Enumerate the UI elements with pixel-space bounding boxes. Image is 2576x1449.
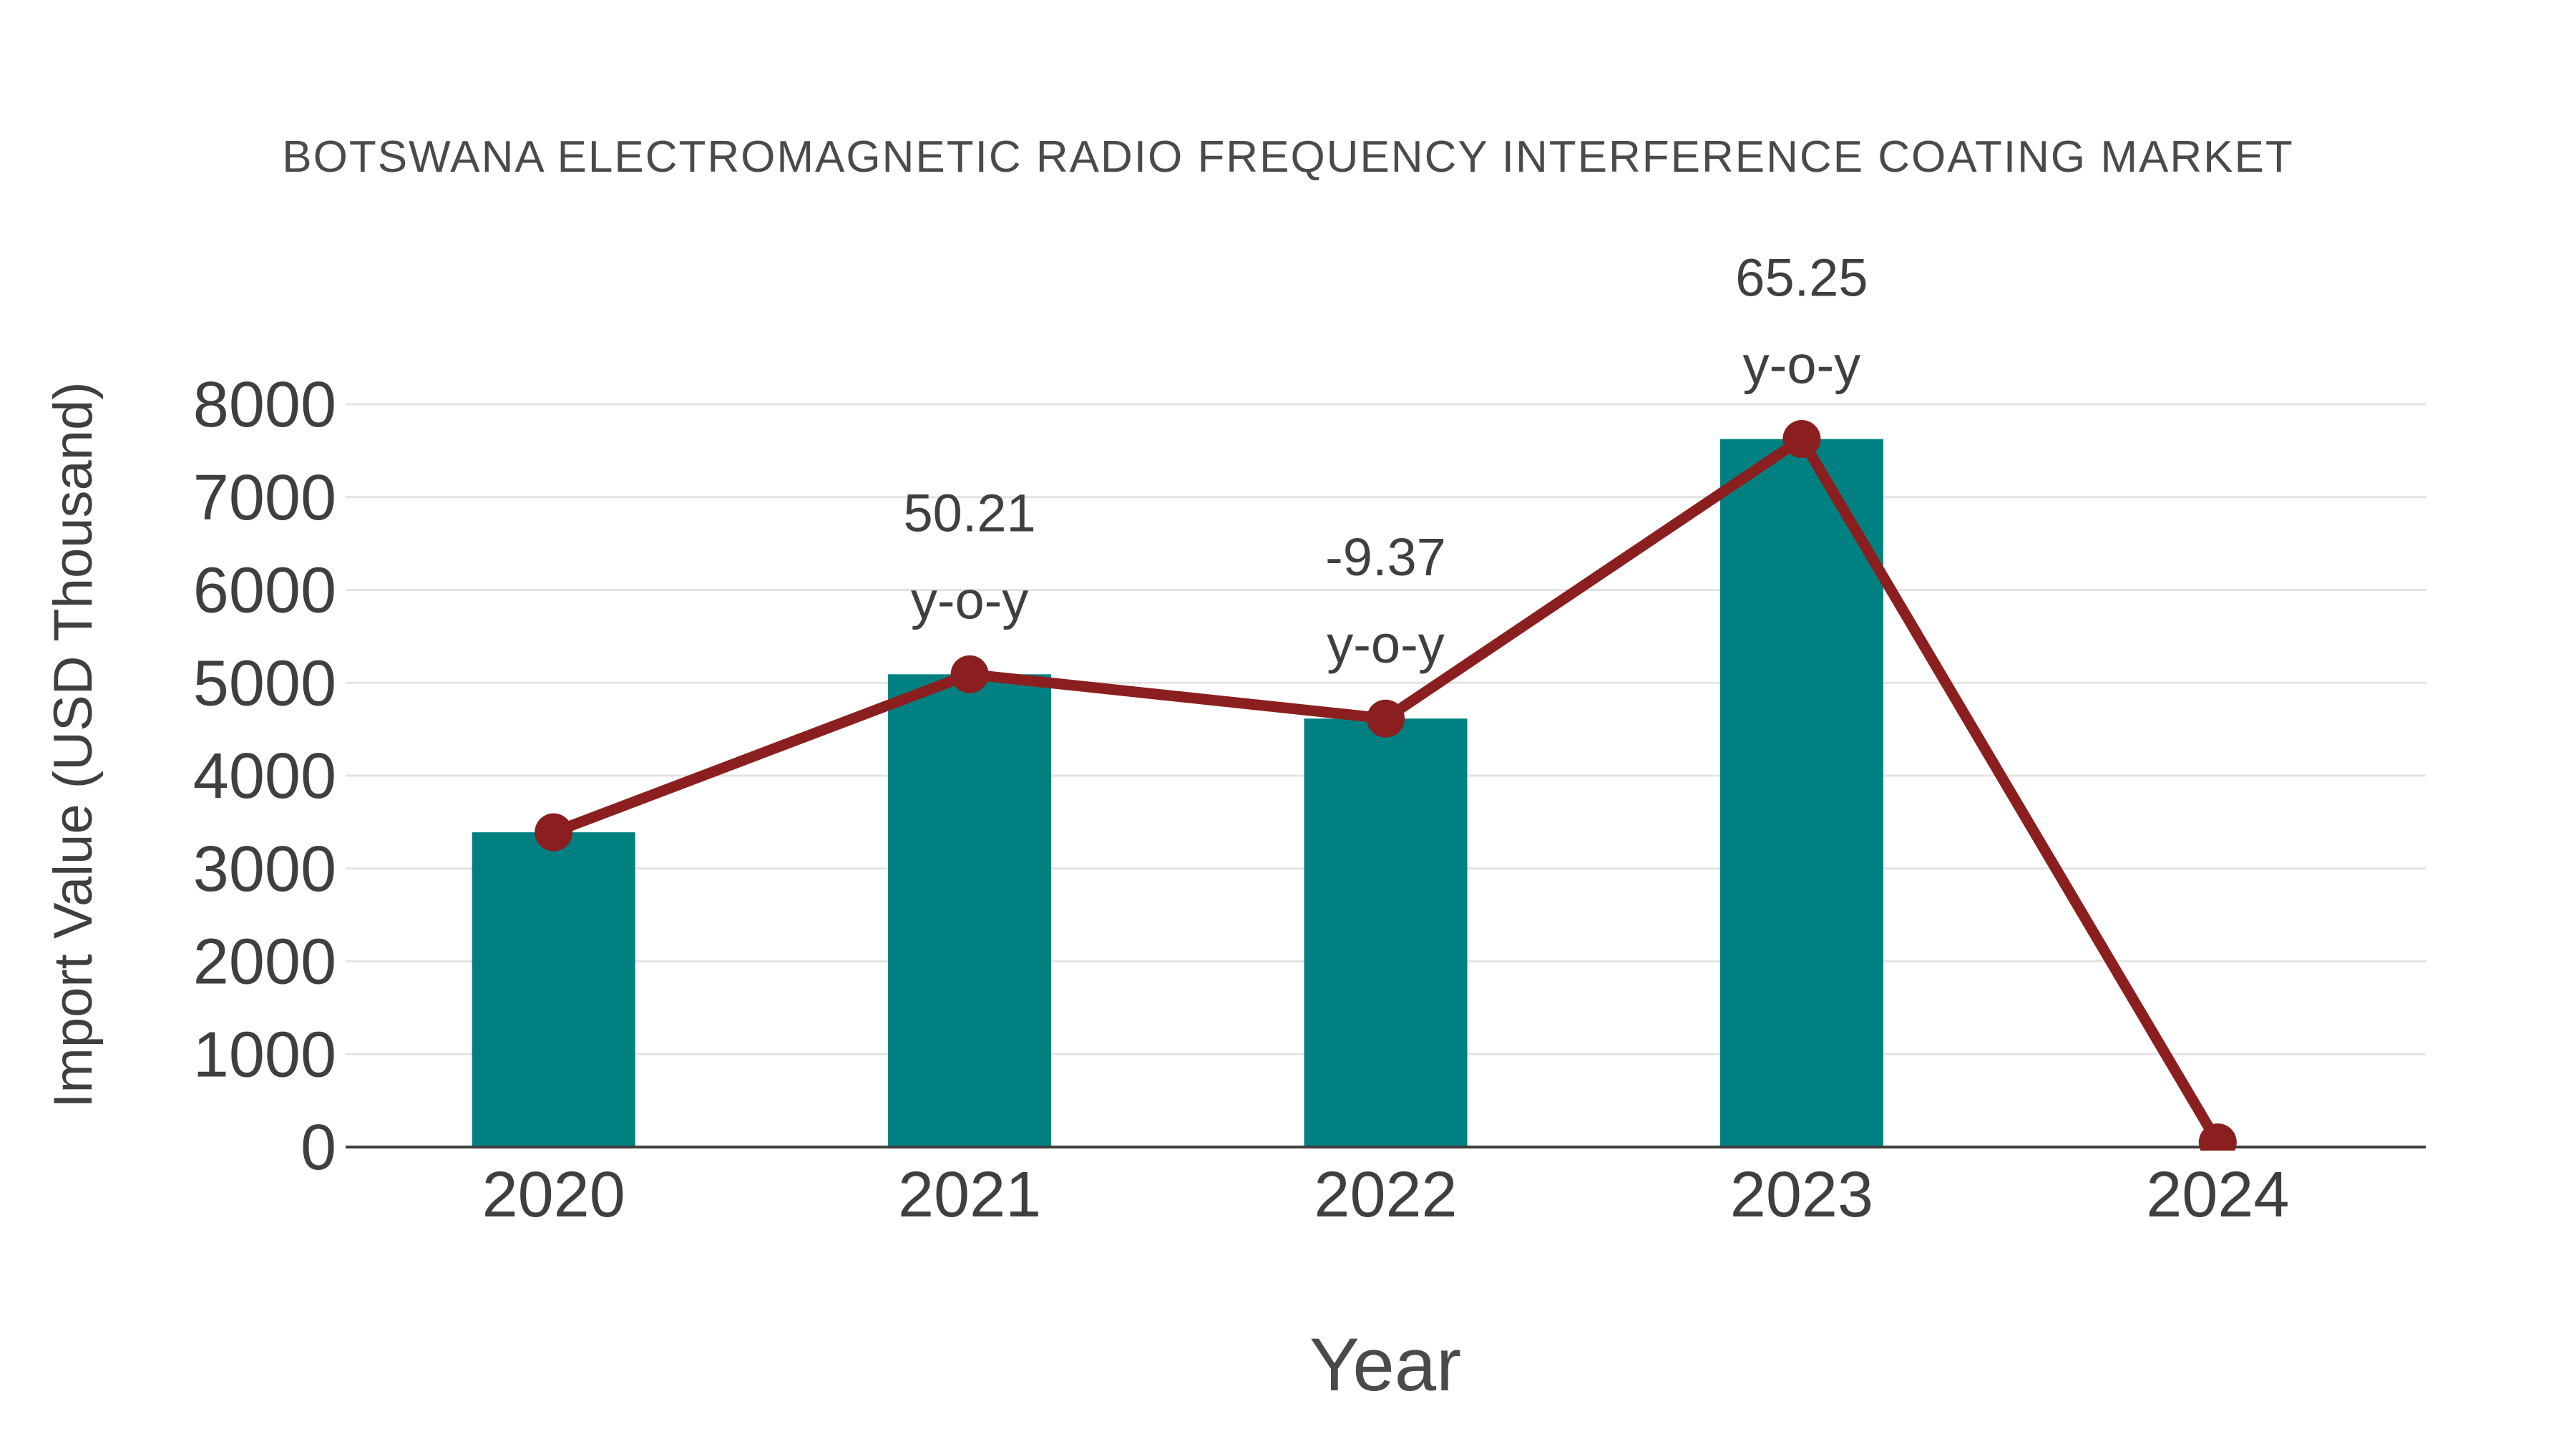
- y-tick-3000: 3000: [193, 834, 336, 905]
- annotation-2021-label: y-o-y: [911, 570, 1028, 630]
- marker-2020: [535, 813, 573, 852]
- y-tick-0: 0: [301, 1112, 336, 1184]
- y-tick-labels: 0 1000 2000 3000 4000 5000 6000 7000 8000: [193, 369, 336, 1184]
- y-tick-6000: 6000: [193, 555, 336, 627]
- x-tick-2022: 2022: [1314, 1159, 1457, 1231]
- marker-2023: [1782, 420, 1821, 459]
- x-tick-2020: 2020: [482, 1159, 625, 1231]
- y-tick-4000: 4000: [193, 741, 336, 812]
- y-axis-title: Import Value (USD Thousand): [43, 381, 104, 1108]
- x-tick-labels: 2020 2021 2022 2023 2024: [482, 1159, 2290, 1231]
- bar-2023: [1719, 439, 1883, 1147]
- y-tick-7000: 7000: [193, 462, 336, 534]
- annotation-2021-value: 50.21: [904, 483, 1036, 542]
- y-tick-2000: 2000: [193, 927, 336, 998]
- y-tick-5000: 5000: [193, 648, 336, 719]
- annotation-2022-label: y-o-y: [1327, 615, 1444, 674]
- trend-line-group: [535, 420, 2237, 1151]
- y-tick-1000: 1000: [193, 1019, 336, 1091]
- annotation-2023-value: 65.25: [1735, 248, 1868, 308]
- bars: [472, 439, 1883, 1147]
- x-tick-2024: 2024: [2146, 1159, 2289, 1231]
- bar-2021: [888, 674, 1052, 1147]
- annotation-2022-value: -9.37: [1325, 527, 1446, 587]
- y-tick-8000: 8000: [193, 369, 336, 441]
- marker-2022: [1367, 699, 1405, 738]
- x-tick-2021: 2021: [898, 1159, 1041, 1231]
- chart-title: BOTSWANA ELECTROMAGNETIC RADIO FREQUENCY…: [282, 132, 2293, 182]
- x-tick-2023: 2023: [1730, 1159, 1873, 1231]
- bar-2020: [472, 832, 635, 1147]
- marker-2024: [2198, 1123, 2237, 1151]
- bar-2022: [1304, 718, 1468, 1147]
- marker-2021: [950, 655, 989, 693]
- x-axis-title: Year: [1309, 1323, 1461, 1407]
- annotation-2023-label: y-o-y: [1743, 336, 1860, 395]
- annotations: 50.21 y-o-y -9.37 y-o-y 65.25 y-o-y: [904, 248, 1868, 675]
